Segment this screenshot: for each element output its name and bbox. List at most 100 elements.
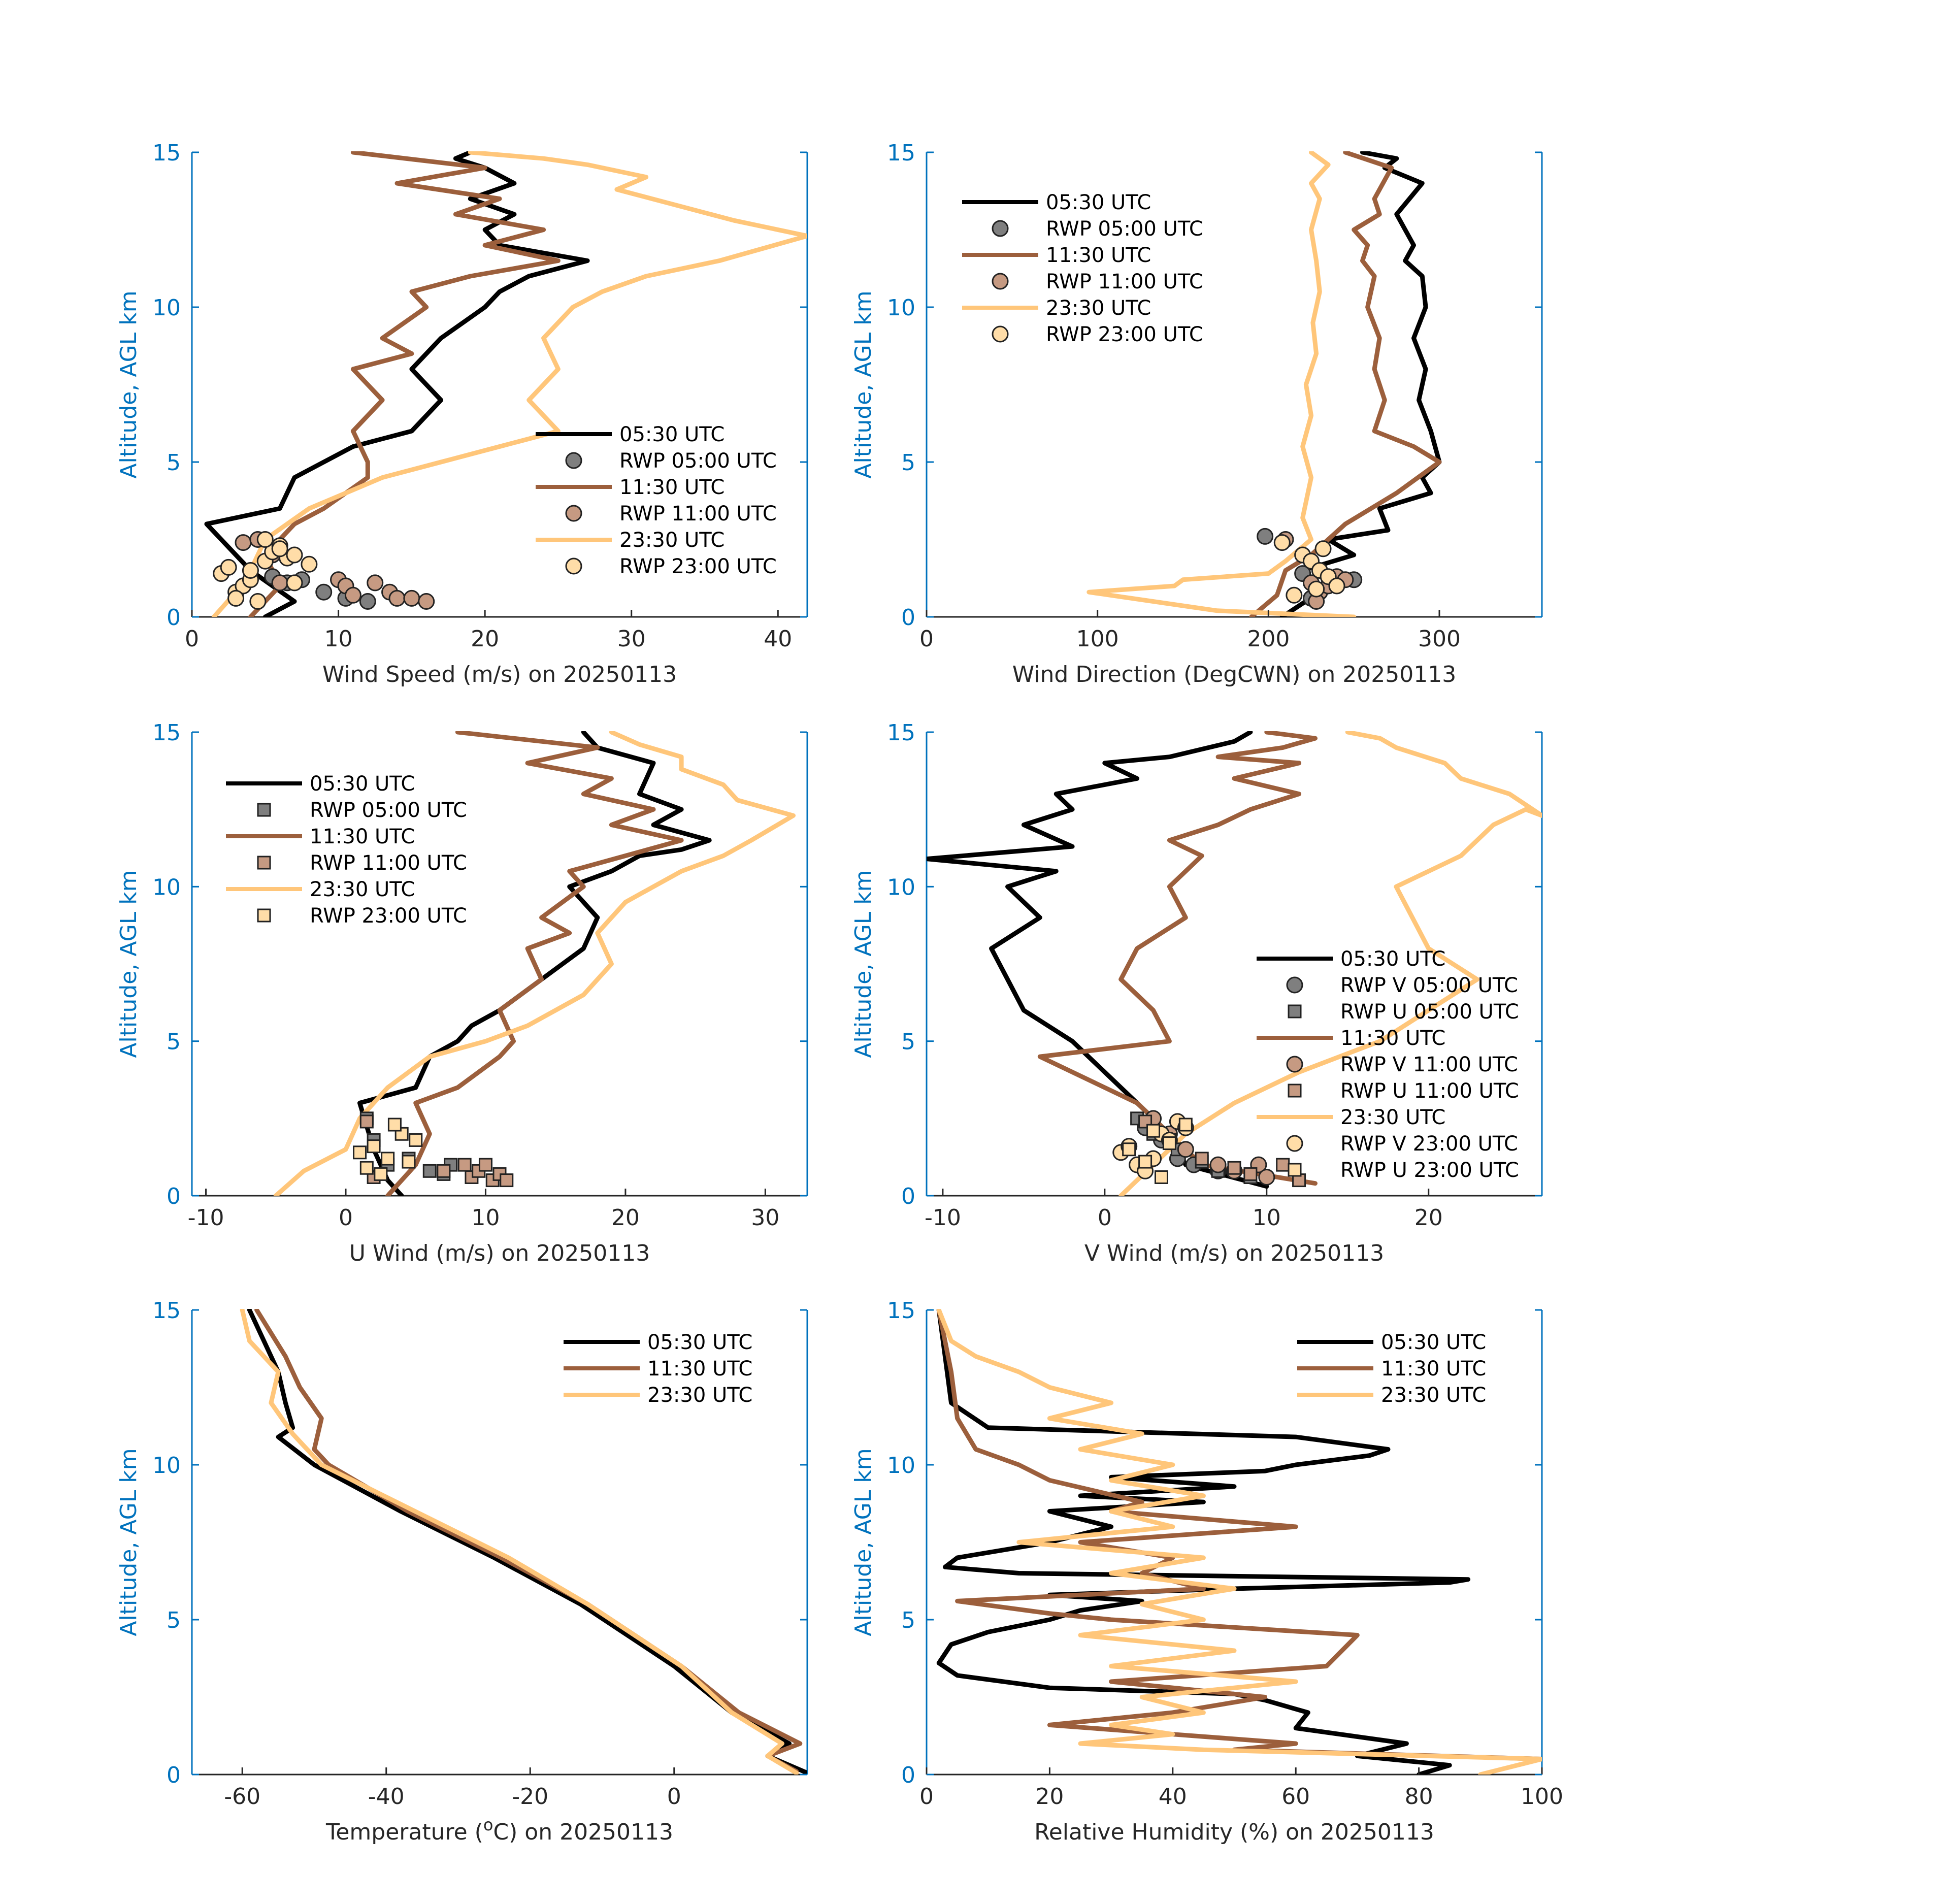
data-point-rwp-u-23-00-utc — [1138, 1155, 1153, 1169]
series-line-23-30-utc — [936, 1309, 1542, 1775]
x-tick-label: 200 — [1247, 626, 1290, 652]
data-point-rwp-v-11-00-utc — [1177, 1141, 1194, 1158]
y-axis-label: Altitude, AGL km — [850, 1448, 876, 1636]
data-point-rwp-v-11-00-utc — [1209, 1156, 1227, 1173]
legend-marker — [1288, 1163, 1302, 1177]
data-point-rwp-u-11-00-utc — [1243, 1167, 1258, 1181]
y-tick-label: 5 — [901, 450, 915, 476]
data-point-rwp-11-00-utc — [418, 593, 435, 610]
x-tick-label: -60 — [224, 1784, 260, 1810]
legend-label: RWP 23:00 UTC — [619, 555, 777, 578]
data-point-rwp-u-23-00-utc — [1162, 1136, 1176, 1151]
x-tick-label: 10 — [1253, 1205, 1281, 1231]
data-point-rwp-u-11-00-utc — [1227, 1161, 1241, 1175]
x-tick-label: 40 — [764, 626, 792, 652]
legend-label: 23:30 UTC — [1340, 1106, 1445, 1129]
x-axis-label: Relative Humidity (%) on 20250113 — [1034, 1819, 1434, 1845]
x-tick-label: -10 — [925, 1205, 961, 1231]
data-point-rwp-23-00-utc — [367, 1139, 381, 1154]
data-point-rwp-23-00-utc — [1308, 580, 1325, 598]
series-line-11-30-utc — [254, 1309, 803, 1774]
x-tick-label: 100 — [1521, 1784, 1563, 1810]
data-point-rwp-05-00-utc — [422, 1164, 437, 1178]
legend-marker — [257, 803, 271, 817]
y-tick-label: 15 — [887, 1298, 915, 1324]
data-point-rwp-u-23-00-utc — [1178, 1118, 1193, 1132]
legend-marker — [1288, 1004, 1302, 1019]
plot-area — [204, 151, 807, 617]
y-tick-label: 10 — [887, 1453, 915, 1479]
data-point-rwp-23-00-utc — [286, 546, 303, 564]
legend-label: 23:30 UTC — [619, 529, 725, 552]
x-tick-label: 40 — [1159, 1784, 1187, 1810]
panel-u: -10 0 10 20 30 0 5 10 15 U Wind (m/s) on 20250113… — [116, 720, 808, 1266]
x-tick-label: 20 — [611, 1205, 640, 1231]
x-tick-label: 0 — [339, 1205, 353, 1231]
data-point-rwp-23-00-utc — [381, 1152, 395, 1166]
plot-area — [1087, 151, 1442, 617]
legend-label: 05:30 UTC — [310, 772, 415, 796]
panel-t: -60 -40 -20 0 0 5 10 15 Temperature (oC) on 2025… — [116, 1298, 808, 1845]
legend-label: 05:30 UTC — [1046, 191, 1151, 214]
legend-label: RWP U 11:00 UTC — [1340, 1079, 1519, 1103]
data-point-rwp-23-00-utc — [220, 559, 237, 576]
y-axis-label: Altitude, AGL km — [850, 870, 876, 1058]
y-tick-label: 5 — [167, 1029, 181, 1055]
legend-marker — [1286, 1056, 1303, 1073]
legend: 05:30 UTC RWP 05:00 UTC 11:30 UTC RWP 11:00… — [226, 772, 467, 928]
y-tick-label: 0 — [167, 1762, 181, 1788]
legend-label: RWP V 23:00 UTC — [1340, 1132, 1518, 1156]
data-point-rwp-11-00-utc — [271, 574, 288, 592]
y-tick-label: 0 — [167, 1184, 181, 1209]
legend-label: 23:30 UTC — [1046, 297, 1151, 320]
data-point-rwp-11-00-utc — [235, 534, 252, 551]
plot-area — [927, 731, 1542, 1196]
plot-area — [240, 1309, 807, 1775]
x-tick-label: 80 — [1405, 1784, 1433, 1810]
x-tick-label: 20 — [471, 626, 499, 652]
legend-label: 23:30 UTC — [1381, 1384, 1486, 1407]
y-tick-label: 10 — [152, 295, 181, 321]
data-point-rwp-11-00-utc — [403, 589, 420, 607]
series-line-23-30-utc — [1087, 151, 1357, 617]
legend-marker — [565, 557, 582, 575]
series-line-23-30-utc — [273, 731, 796, 1196]
y-tick-label: 5 — [901, 1029, 915, 1055]
data-point-rwp-23-00-utc — [286, 574, 303, 592]
data-point-rwp-23-00-utc — [359, 1161, 374, 1175]
legend-marker — [257, 856, 271, 870]
legend-label: 05:30 UTC — [619, 423, 725, 446]
x-tick-label: 0 — [919, 626, 934, 652]
y-tick-label: 10 — [887, 874, 915, 900]
x-tick-label: 10 — [324, 626, 353, 652]
legend-label: 11:30 UTC — [310, 825, 415, 848]
x-axis-label: Wind Direction (DegCWN) on 20250113 — [1012, 662, 1456, 687]
legend-label: 11:30 UTC — [1381, 1357, 1486, 1381]
y-axis-label: Altitude, AGL km — [116, 290, 142, 478]
y-tick-label: 10 — [152, 874, 181, 900]
data-point-rwp-11-00-utc — [457, 1158, 472, 1172]
legend-marker — [1286, 976, 1303, 994]
y-tick-label: 5 — [901, 1607, 915, 1633]
data-point-rwp-23-00-utc — [353, 1145, 367, 1160]
legend-label: RWP 23:00 UTC — [310, 904, 467, 928]
data-point-rwp-23-00-utc — [387, 1118, 402, 1132]
x-axis-label: Temperature (oC) on 20250113 — [325, 1815, 673, 1845]
data-point-rwp-23-00-utc — [374, 1167, 388, 1181]
series-line-11-30-utc — [1037, 731, 1318, 1186]
x-tick-label: 0 — [919, 1784, 934, 1810]
legend-label: RWP 23:00 UTC — [1046, 323, 1203, 346]
y-tick-label: 10 — [152, 1453, 181, 1479]
data-point-rwp-05-00-utc — [315, 583, 333, 601]
y-tick-label: 10 — [887, 295, 915, 321]
x-tick-label: 300 — [1418, 626, 1461, 652]
x-tick-label: -40 — [368, 1784, 405, 1810]
series-line-23-30-utc — [211, 151, 807, 617]
data-point-rwp-u-11-00-utc — [1195, 1152, 1209, 1166]
data-point-rwp-v-11-00-utc — [1258, 1168, 1275, 1186]
x-tick-label: 0 — [1098, 1205, 1112, 1231]
y-tick-label: 0 — [901, 605, 915, 631]
y-tick-label: 15 — [887, 140, 915, 166]
data-point-rwp-11-00-utc — [359, 1114, 374, 1129]
legend: 05:30 UTC RWP V 05:00 UTC RWP U 05:00 UTC 1… — [1257, 947, 1519, 1182]
